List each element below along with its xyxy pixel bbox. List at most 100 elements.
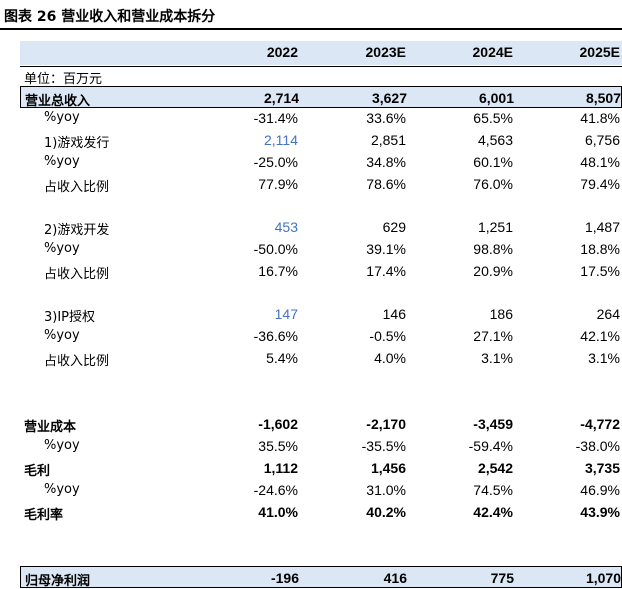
row-label: 营业总收入 (25, 94, 91, 109)
table-row: %yoy -36.6% -0.5% 27.1% 42.1% (20, 326, 622, 347)
cell: 79.4% (580, 176, 620, 192)
cell: 186 (489, 306, 513, 322)
row-label: 1)游戏发行 (44, 136, 110, 151)
row-label: %yoy (44, 438, 80, 453)
col-header-2024e: 2024E (472, 44, 513, 60)
cell: -50.0% (253, 241, 298, 257)
row-label: 3)IP授权 (44, 310, 96, 325)
cell: 3.1% (588, 350, 620, 366)
cell: -59.4% (468, 438, 513, 454)
cell: 629 (382, 219, 406, 235)
row-label: 毛利 (24, 464, 51, 479)
cell: -31.4% (253, 110, 298, 126)
row-label: 营业成本 (24, 420, 77, 435)
table-row: 2)游戏开发 453 629 1,251 1,487 (20, 217, 622, 238)
col-header-2025e: 2025E (579, 44, 620, 60)
cell: 18.8% (580, 241, 620, 257)
cell: -196 (270, 570, 299, 586)
cell: 65.5% (473, 110, 513, 126)
row-label: %yoy (44, 110, 80, 125)
table-row: 占收入比例 77.9% 78.6% 76.0% 79.4% (20, 174, 622, 195)
cell: 453 (274, 219, 298, 235)
figure-title: 图表 26 营业收入和营业成本拆分 (4, 9, 216, 25)
cell: -35.5% (361, 438, 406, 454)
cell: 1,070 (585, 570, 621, 586)
cell: 41.0% (258, 504, 298, 520)
cell: 42.1% (580, 328, 620, 344)
cell: 41.8% (580, 110, 620, 126)
cell: 31.0% (366, 482, 406, 498)
table-row: %yoy -25.0% 34.8% 60.1% 48.1% (20, 152, 622, 173)
row-label: %yoy (44, 154, 80, 169)
cell: 39.1% (366, 241, 406, 257)
cell: 2,542 (477, 460, 513, 476)
table-header (20, 41, 622, 65)
cell: 1,112 (263, 460, 298, 476)
cell: 1,456 (370, 460, 406, 476)
cell: 146 (382, 306, 406, 322)
cell: 33.6% (366, 110, 406, 126)
cell: 2,114 (264, 132, 298, 148)
cell: 1,487 (584, 219, 620, 235)
cell: -36.6% (253, 328, 298, 344)
cell: 3.1% (481, 350, 513, 366)
cell: 8,507 (585, 90, 621, 106)
cell: 5.4% (266, 350, 298, 366)
table-row: %yoy 35.5% -35.5% -59.4% -38.0% (20, 436, 622, 457)
cell: 3,735 (584, 460, 620, 476)
cell: 6,756 (584, 132, 620, 148)
table-row: %yoy -50.0% 39.1% 98.8% 18.8% (20, 239, 622, 260)
cell: 48.1% (580, 154, 620, 170)
cell: 17.4% (366, 263, 406, 279)
cell: 147 (274, 306, 298, 322)
row-label: %yoy (44, 482, 80, 497)
row-label: 毛利率 (24, 508, 64, 523)
cell: 4.0% (374, 350, 406, 366)
cell: 43.9% (580, 504, 620, 520)
cell: 775 (490, 570, 514, 586)
cell: 34.8% (366, 154, 406, 170)
row-label: 占收入比例 (44, 267, 110, 282)
cell: 3,627 (371, 90, 407, 106)
cell: 16.7% (258, 263, 298, 279)
cell: 46.9% (580, 482, 620, 498)
row-label: 归母净利润 (25, 574, 91, 589)
cell: 76.0% (473, 176, 513, 192)
cell: -38.0% (575, 438, 620, 454)
cell: 4,563 (477, 132, 513, 148)
cell: -2,170 (366, 416, 406, 432)
cell: -25.0% (253, 154, 298, 170)
cell: 42.4% (473, 504, 513, 520)
cell: 20.9% (473, 263, 513, 279)
table-row-net-profit: 归母净利润 -196 416 775 1,070 (20, 566, 622, 589)
cell: 77.9% (258, 176, 298, 192)
table-row-gross-profit: 毛利 1,112 1,456 2,542 3,735 (20, 458, 622, 479)
header-rule (20, 66, 622, 67)
table-row: 占收入比例 5.4% 4.0% 3.1% 3.1% (20, 348, 622, 369)
cell: 27.1% (473, 328, 513, 344)
cell: 2,851 (370, 132, 406, 148)
row-label: %yoy (44, 241, 80, 256)
col-header-2022: 2022 (266, 44, 298, 60)
cell: -0.5% (369, 328, 406, 344)
table-row: 3)IP授权 147 146 186 264 (20, 304, 622, 325)
cell: -4,772 (580, 416, 620, 432)
cell: 17.5% (580, 263, 620, 279)
cell: 78.6% (366, 176, 406, 192)
cell: 264 (596, 306, 620, 322)
cell: 98.8% (473, 241, 513, 257)
cell: 60.1% (473, 154, 513, 170)
col-header-2023e: 2023E (365, 44, 406, 60)
row-label: %yoy (44, 328, 80, 343)
cell: 6,001 (478, 90, 514, 106)
table-row-gross-margin: 毛利率 41.0% 40.2% 42.4% 43.9% (20, 502, 622, 523)
table-row-operating-cost: 营业成本 -1,602 -2,170 -3,459 -4,772 (20, 414, 622, 435)
row-label: 2)游戏开发 (44, 223, 110, 238)
cell: 35.5% (258, 438, 298, 454)
title-rule (0, 28, 622, 30)
cell: -3,459 (473, 416, 513, 432)
table-row: 1)游戏发行 2,114 2,851 4,563 6,756 (20, 130, 622, 151)
unit-row: 单位：百万元 (20, 66, 622, 87)
cell: -24.6% (253, 482, 298, 498)
cell: 1,251 (477, 219, 513, 235)
